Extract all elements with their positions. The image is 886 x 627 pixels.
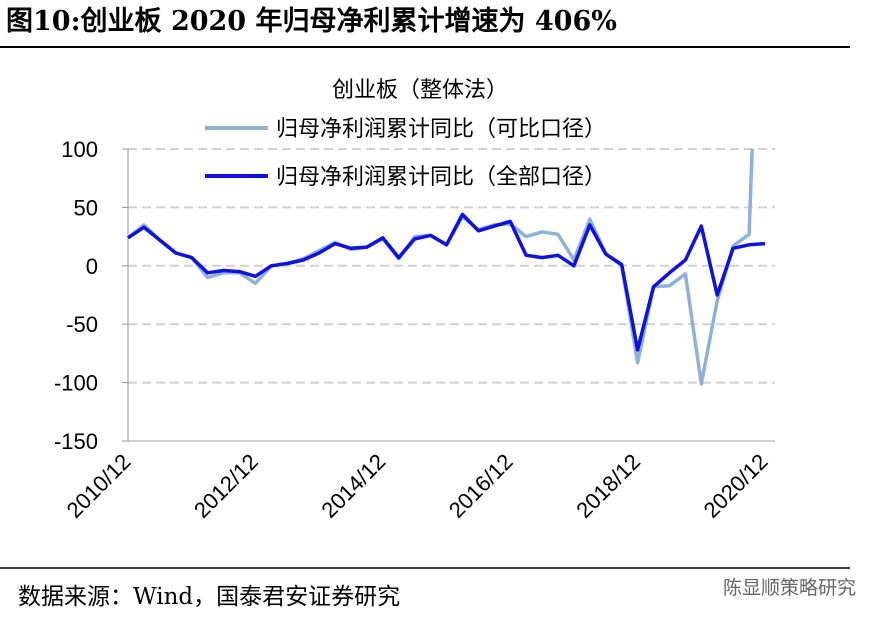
- x-tick-label: 2010/12: [62, 449, 136, 523]
- legend-title: 创业板（整体法）: [332, 78, 508, 103]
- y-tick-label: 100: [61, 137, 98, 162]
- series-line: [126, 149, 754, 386]
- plot-area: [126, 149, 766, 386]
- x-tick-label: 2014/12: [316, 449, 390, 523]
- source: 数据来源：Wind，国泰君安证券研究: [18, 584, 400, 610]
- y-tick-label: -100: [54, 371, 98, 396]
- chart-title: 图10:创业板 2020 年归母净利累计增速为 406%: [6, 5, 617, 37]
- x-tick-label: 2016/12: [444, 449, 518, 523]
- y-tick-label: -50: [66, 312, 98, 337]
- x-tick-label: 2018/12: [571, 449, 645, 523]
- x-tick-label: 2012/12: [189, 449, 263, 523]
- legend-label: 归母净利润累计同比（可比口径）: [276, 117, 606, 142]
- watermark: 陈显顺策略研究: [723, 577, 856, 599]
- y-tick-label: 50: [74, 195, 98, 220]
- series-line: [127, 212, 766, 352]
- x-tick-label: 2020/12: [699, 449, 773, 523]
- legend-label: 归母净利润累计同比（全部口径）: [276, 165, 606, 190]
- y-tick-label: -150: [54, 429, 98, 454]
- y-tick-label: 0: [86, 254, 98, 279]
